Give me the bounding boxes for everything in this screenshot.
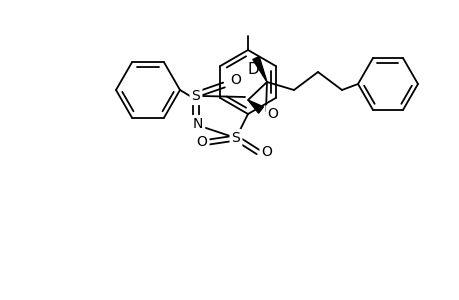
Text: S: S xyxy=(231,131,240,145)
Text: N: N xyxy=(192,117,203,131)
Polygon shape xyxy=(247,100,263,113)
Polygon shape xyxy=(252,56,266,82)
Text: O: O xyxy=(267,107,278,121)
Text: O: O xyxy=(196,135,207,149)
Text: S: S xyxy=(191,89,200,103)
Text: O: O xyxy=(230,73,241,87)
Text: O: O xyxy=(261,145,272,159)
Text: D: D xyxy=(246,61,258,76)
